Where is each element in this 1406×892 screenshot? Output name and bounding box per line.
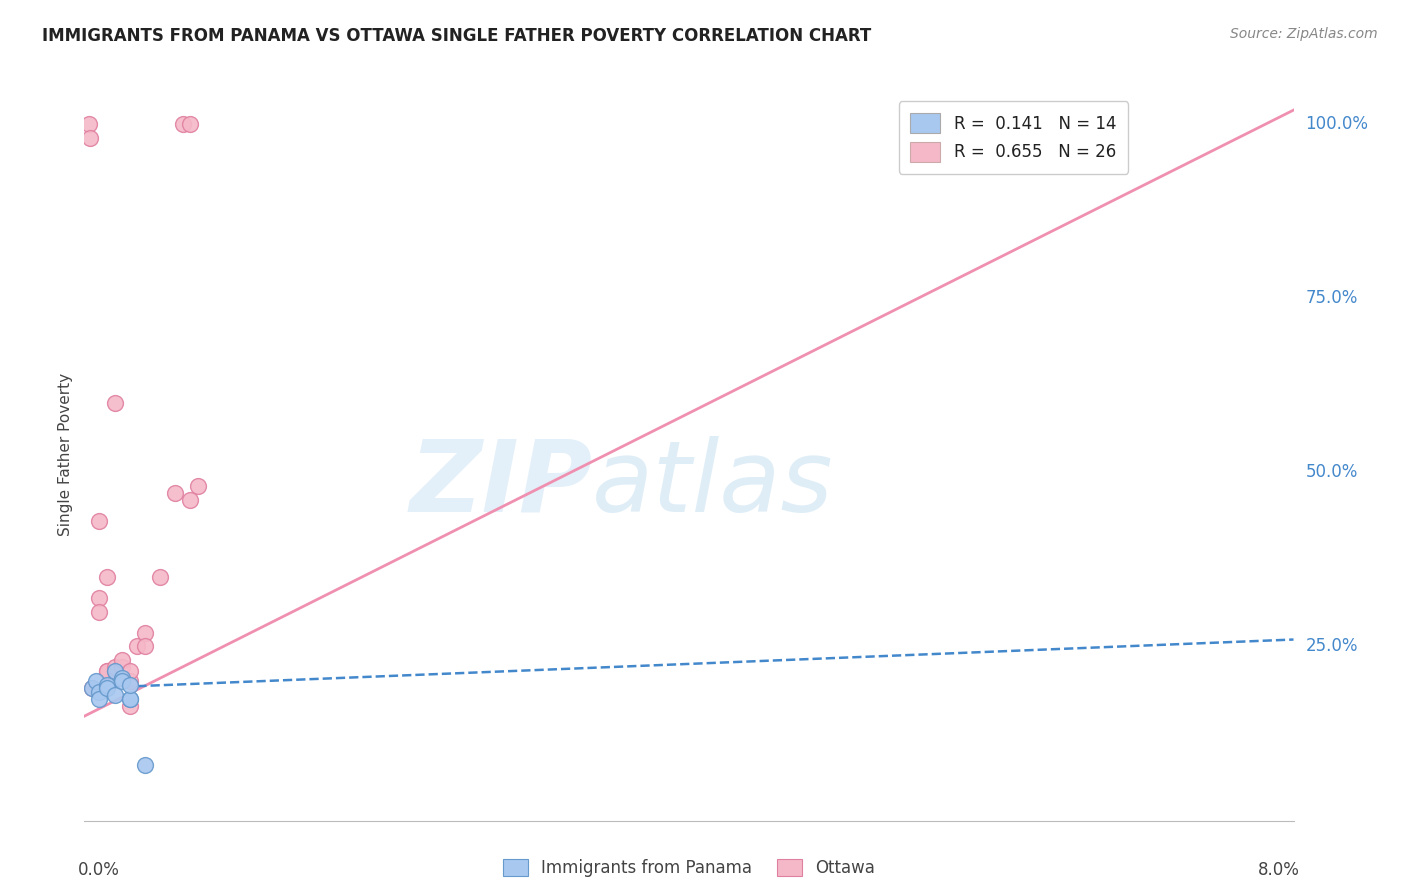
Point (179, 493, 201, 508)
Text: 50.0%: 50.0% (1306, 463, 1358, 482)
Point (80, 681, 103, 696)
Point (89, 685, 111, 699)
Text: IMMIGRANTS FROM PANAMA VS OTTAWA SINGLE FATHER POVERTY CORRELATION CHART: IMMIGRANTS FROM PANAMA VS OTTAWA SINGLE … (42, 27, 872, 45)
Point (134, 758, 156, 772)
Text: 100.0%: 100.0% (1306, 115, 1368, 133)
Text: 75.0%: 75.0% (1306, 289, 1358, 307)
Point (96, 664, 118, 678)
Point (104, 664, 127, 678)
Point (172, 117, 194, 131)
Point (111, 674, 134, 689)
Text: 25.0%: 25.0% (1306, 638, 1358, 656)
Point (89, 591, 111, 605)
Point (118, 674, 141, 689)
Point (89, 514, 111, 528)
Point (118, 664, 141, 678)
Point (79, 131, 101, 145)
Point (80, 681, 103, 696)
Point (149, 570, 172, 584)
Point (165, 486, 187, 500)
Point (77, 117, 100, 131)
Point (104, 664, 127, 678)
Point (96, 570, 118, 584)
Point (96, 681, 118, 696)
Point (89, 691, 111, 706)
Point (118, 691, 141, 706)
Text: 8.0%: 8.0% (1258, 861, 1299, 879)
Point (111, 660, 134, 674)
Point (134, 640, 156, 654)
Legend: Immigrants from Panama, Ottawa: Immigrants from Panama, Ottawa (495, 851, 883, 886)
Point (118, 691, 141, 706)
Point (104, 395, 127, 409)
Point (118, 698, 141, 713)
Point (104, 660, 127, 674)
Point (111, 653, 134, 667)
Point (96, 664, 118, 678)
Point (111, 671, 134, 685)
Point (86, 674, 108, 689)
Text: ZIP: ZIP (409, 435, 592, 533)
Point (127, 640, 149, 654)
Point (104, 688, 127, 702)
Point (179, 117, 201, 131)
Point (134, 625, 156, 640)
Text: atlas: atlas (592, 435, 834, 533)
Text: Source: ZipAtlas.com: Source: ZipAtlas.com (1230, 27, 1378, 41)
Point (96, 678, 118, 692)
Point (118, 678, 141, 692)
Text: 0.0%: 0.0% (79, 861, 120, 879)
Point (89, 605, 111, 619)
Y-axis label: Single Father Poverty: Single Father Poverty (58, 374, 73, 536)
Point (187, 479, 209, 493)
